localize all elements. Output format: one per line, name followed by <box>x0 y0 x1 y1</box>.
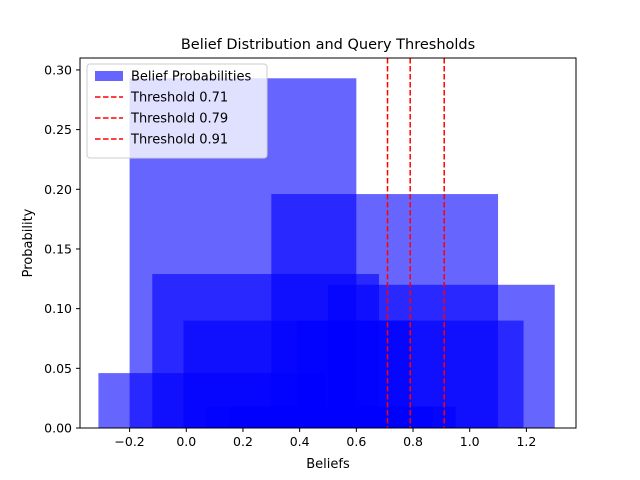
y-tick-label-7: 0.30 <box>44 62 72 77</box>
legend-box <box>86 63 268 159</box>
x-axis-label: Beliefs <box>306 457 350 472</box>
x-tick-label-6: 0.8 <box>403 434 423 449</box>
x-tick-label-1: −0.2 <box>114 434 144 449</box>
y-axis-ticks: 0.00 0.05 0.10 0.15 0.20 0.25 0.30 <box>44 62 80 436</box>
x-tick-label-2: 0.0 <box>176 434 196 449</box>
y-tick-label-1: 0.00 <box>44 421 72 436</box>
y-tick-label-2: 0.05 <box>44 361 72 376</box>
x-tick-label-8: 1.2 <box>516 434 536 449</box>
y-axis-label: Probability <box>21 208 36 277</box>
x-axis-ticks: −0.2 0.0 0.2 0.4 0.6 0.8 1.0 1.2 <box>114 428 536 449</box>
bars-group <box>98 78 555 428</box>
y-tick-label-5: 0.20 <box>44 182 72 197</box>
x-tick-label-5: 0.6 <box>346 434 366 449</box>
x-tick-label-3: 0.2 <box>233 434 253 449</box>
threshold-lines-group <box>386 58 445 428</box>
plot-area-frame <box>79 57 577 429</box>
x-tick-label-7: 1.0 <box>460 434 480 449</box>
chart-title: Belief Distribution and Query Thresholds <box>181 37 475 53</box>
x-tick-label-4: 0.4 <box>290 434 310 449</box>
legend-label-2: Threshold 0.71 <box>130 91 228 106</box>
legend-label-3: Threshold 0.79 <box>130 112 228 127</box>
bar-9 <box>228 406 456 428</box>
legend: Belief Probabilities Threshold 0.71 Thresh… <box>86 63 268 159</box>
y-tick-label-4: 0.15 <box>44 241 72 256</box>
y-tick-label-6: 0.25 <box>44 122 72 137</box>
legend-label-1: Belief Probabilities <box>131 70 251 85</box>
y-tick-label-3: 0.10 <box>44 301 72 316</box>
legend-label-4: Threshold 0.91 <box>130 133 228 148</box>
legend-swatch-bars <box>95 71 123 81</box>
